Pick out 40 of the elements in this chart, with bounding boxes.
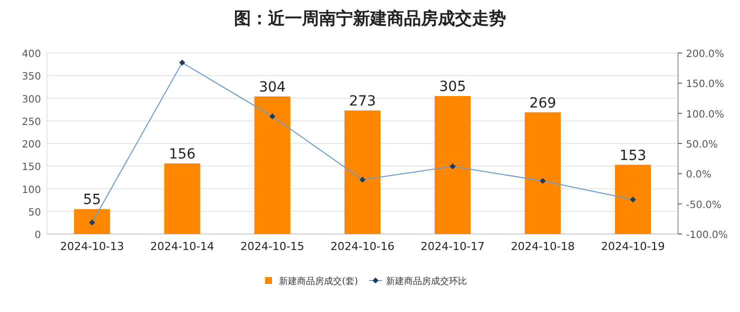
- data-label: 153: [620, 148, 646, 164]
- legend-label: 新建商品房成交(套): [279, 276, 358, 287]
- bar: [164, 163, 200, 234]
- y-tick-label: 150: [22, 162, 41, 174]
- bar: [254, 96, 290, 234]
- data-label: 273: [349, 93, 376, 110]
- data-label: 305: [439, 78, 466, 95]
- legend-label: 新建商品房成交环比: [386, 276, 468, 287]
- y2-tick-label: 200.0%: [686, 49, 724, 60]
- y-tick-label: 300: [22, 94, 41, 106]
- y-tick-label: 400: [22, 49, 41, 60]
- data-label: 55: [83, 192, 101, 208]
- bar: [434, 96, 471, 234]
- y2-tick-label: -100.0%: [686, 230, 728, 241]
- y-tick-label: 200: [22, 140, 41, 150]
- bar: [524, 112, 561, 234]
- y-tick-label: 250: [22, 116, 41, 128]
- chart-title: 图：近一周南宁新建商品房成交走势: [234, 9, 506, 29]
- y2-tick-label: 100.0%: [686, 109, 724, 120]
- y-tick-label: 0: [34, 230, 41, 241]
- bar: [344, 110, 381, 234]
- y2-tick-label: 150.0%: [686, 79, 724, 90]
- bar: [74, 209, 110, 234]
- data-label: 304: [258, 79, 286, 96]
- x-tick-label: 2024-10-17: [420, 240, 485, 253]
- y-tick-label: 350: [22, 72, 41, 83]
- y2-tick-label: 0.0%: [686, 170, 712, 181]
- x-tick-label: 2024-10-18: [510, 240, 575, 253]
- bar: [614, 164, 651, 234]
- x-tick-label: 2024-10-16: [330, 240, 394, 253]
- y-tick-label: 50: [28, 207, 41, 218]
- x-tick-label: 2024-10-14: [150, 240, 214, 253]
- x-tick-label: 2024-10-13: [60, 240, 124, 253]
- y2-tick-label: 50.0%: [686, 140, 718, 150]
- y-tick-label: 100: [22, 184, 41, 196]
- data-label: 156: [168, 146, 196, 162]
- y2-tick-label: -50.0%: [686, 200, 722, 211]
- data-label: 269: [529, 95, 556, 112]
- x-tick-label: 2024-10-19: [600, 240, 665, 253]
- x-tick-label: 2024-10-15: [240, 240, 304, 253]
